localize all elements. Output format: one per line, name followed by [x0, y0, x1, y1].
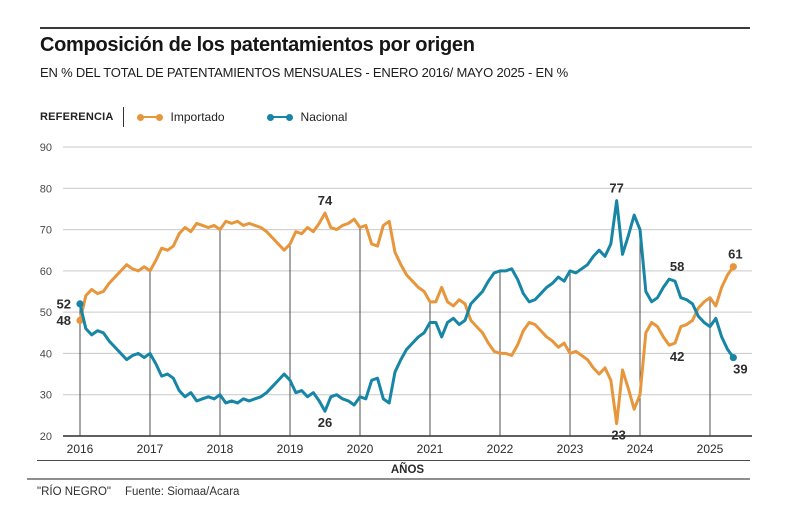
- x-tick-label: 2024: [627, 442, 654, 456]
- y-tick-label: 30: [40, 390, 52, 402]
- x-tick-label: 2021: [417, 442, 444, 456]
- legend-divider: [122, 107, 124, 127]
- x-tick-label: 2018: [207, 442, 234, 456]
- legend-label-importado: Importado: [170, 110, 225, 124]
- annotation-52: 52: [57, 296, 71, 311]
- annotation-58: 58: [670, 259, 684, 274]
- legend: REFERENCIA Importado Nacional: [40, 106, 347, 128]
- endpoint-dot-nacional: [729, 353, 737, 362]
- annotation-48: 48: [57, 313, 71, 328]
- x-tick-label: 2019: [277, 442, 304, 456]
- x-axis-title: AÑOS: [390, 464, 425, 476]
- y-tick-label: 50: [40, 307, 52, 319]
- x-tick-label: 2016: [67, 442, 94, 456]
- x-tick-label: 2025: [697, 442, 724, 456]
- page-title: Composición de los patentamientos por or…: [40, 34, 475, 56]
- nacional-line-marker-icon: [266, 113, 293, 120]
- x-tick-label: 2022: [487, 442, 514, 456]
- top-rule: [40, 27, 750, 29]
- endpoint-dot-importado: [729, 263, 737, 271]
- x-tick-label: 2020: [347, 442, 374, 456]
- y-tick-label: 70: [40, 225, 52, 237]
- legend-item-importado: Importado: [136, 110, 225, 124]
- y-tick-label: 40: [40, 348, 52, 360]
- legend-item-nacional: Nacional: [266, 110, 348, 124]
- annotation-39: 39: [733, 362, 747, 377]
- x-tick-label: 2017: [137, 442, 164, 456]
- page-subtitle: EN % DEL TOTAL DE PATENTAMIENTOS MENSUAL…: [40, 65, 568, 80]
- axis-bottom-rule: [37, 460, 750, 461]
- annotation-61: 61: [728, 247, 742, 262]
- y-tick-label: 20: [40, 431, 52, 443]
- y-tick-label: 80: [40, 183, 52, 195]
- footer: "RÍO NEGRO" Fuente: Siomaa/Acara: [37, 486, 239, 498]
- endpoint-dot-nacional: [76, 300, 84, 308]
- y-tick-label: 60: [40, 266, 52, 278]
- annotation-23: 23: [611, 428, 625, 443]
- annotation-42: 42: [670, 349, 684, 364]
- credit-label: "RÍO NEGRO": [37, 486, 111, 498]
- series-line-importado: [78, 211, 735, 426]
- footer-rule: [27, 478, 750, 480]
- series-line-nacional: [78, 199, 735, 413]
- annotation-74: 74: [318, 193, 333, 208]
- importado-line-marker-icon: [136, 113, 163, 120]
- source-label: Fuente: Siomaa/Acara: [125, 486, 240, 498]
- annotation-77: 77: [609, 181, 623, 196]
- x-tick-label: 2023: [557, 442, 584, 456]
- annotation-26: 26: [318, 415, 332, 430]
- endpoint-dot-importado: [76, 316, 84, 324]
- y-tick-label: 90: [40, 142, 52, 154]
- legend-reference-label: REFERENCIA: [40, 111, 114, 123]
- legend-label-nacional: Nacional: [300, 110, 348, 124]
